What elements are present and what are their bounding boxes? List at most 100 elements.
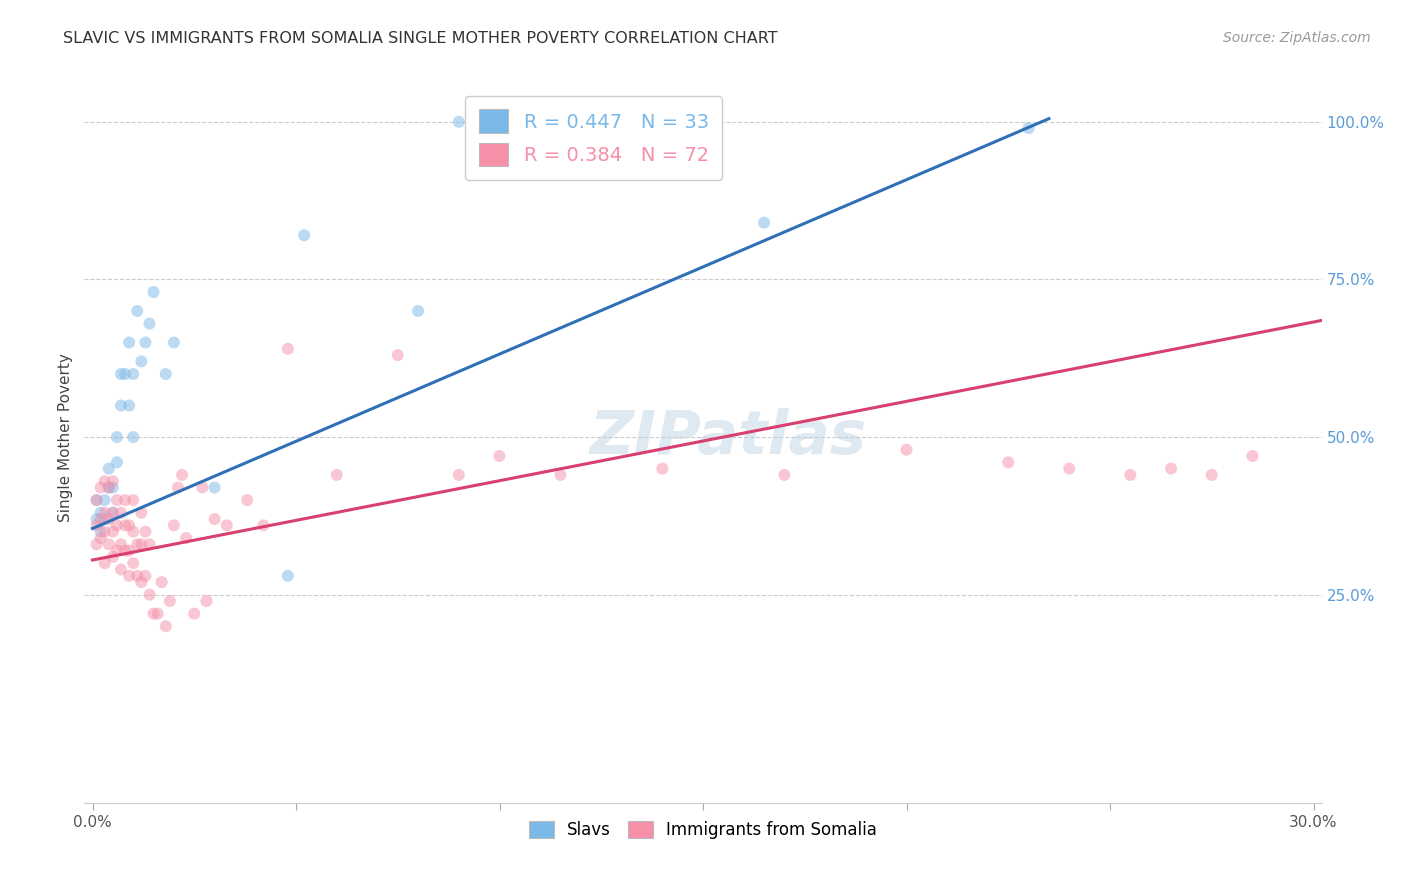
Point [97, 537, 120, 551]
Point [101, 549, 124, 564]
Point [447, 467, 470, 482]
Point [114, 543, 136, 558]
Point [183, 607, 205, 621]
Point [122, 556, 145, 570]
Point [90, 524, 112, 539]
Point [122, 493, 145, 508]
Point [142, 607, 165, 621]
Point [1018, 121, 1040, 136]
Point [101, 506, 124, 520]
Point [170, 467, 193, 482]
Point [110, 562, 132, 576]
Point [114, 518, 136, 533]
Point [138, 537, 160, 551]
Point [131, 575, 153, 590]
Point [773, 467, 796, 482]
Point [127, 304, 149, 318]
Point [195, 594, 218, 608]
Point [93, 524, 115, 539]
Point [896, 442, 918, 457]
Point [86, 518, 108, 533]
Point [174, 531, 197, 545]
Point [97, 481, 120, 495]
Point [110, 399, 132, 413]
Text: Source: ZipAtlas.com: Source: ZipAtlas.com [1223, 31, 1371, 45]
Text: SLAVIC VS IMMIGRANTS FROM SOMALIA SINGLE MOTHER POVERTY CORRELATION CHART: SLAVIC VS IMMIGRANTS FROM SOMALIA SINGLE… [63, 31, 778, 46]
Point [114, 493, 136, 508]
Point [204, 512, 226, 526]
Point [101, 506, 124, 520]
Point [93, 556, 115, 570]
Point [90, 531, 112, 545]
Point [1160, 461, 1182, 475]
Point [110, 367, 132, 381]
Point [146, 607, 169, 621]
Point [110, 506, 132, 520]
Point [97, 461, 120, 475]
Point [488, 449, 510, 463]
Point [118, 335, 141, 350]
Point [110, 537, 132, 551]
Point [167, 481, 190, 495]
Point [142, 285, 165, 299]
Point [651, 461, 673, 475]
Point [131, 506, 153, 520]
Point [86, 493, 108, 508]
Point [163, 518, 186, 533]
Point [406, 304, 429, 318]
Point [1059, 461, 1081, 475]
Point [105, 430, 128, 444]
Point [134, 335, 156, 350]
Point [550, 467, 572, 482]
Point [1119, 467, 1142, 482]
Point [101, 481, 124, 495]
Point [1201, 467, 1223, 482]
Point [292, 228, 315, 243]
Point [277, 569, 299, 583]
Point [163, 335, 186, 350]
Point [159, 594, 181, 608]
Point [118, 399, 141, 413]
Point [105, 493, 128, 508]
Y-axis label: Single Mother Poverty: Single Mother Poverty [58, 352, 73, 522]
Point [325, 467, 347, 482]
Point [118, 518, 141, 533]
Point [1241, 449, 1264, 463]
Point [215, 518, 238, 533]
Point [90, 512, 112, 526]
Point [204, 481, 226, 495]
Point [101, 474, 124, 488]
Point [97, 512, 120, 526]
Point [134, 524, 156, 539]
Point [127, 569, 149, 583]
Point [150, 575, 173, 590]
Point [131, 537, 153, 551]
Point [997, 455, 1019, 469]
Point [236, 493, 259, 508]
Point [86, 493, 108, 508]
Point [127, 537, 149, 551]
Point [752, 216, 775, 230]
Point [97, 481, 120, 495]
Point [118, 569, 141, 583]
Point [131, 354, 153, 368]
Point [447, 115, 470, 129]
Point [191, 481, 214, 495]
Point [134, 569, 156, 583]
Legend: Slavs, Immigrants from Somalia: Slavs, Immigrants from Somalia [522, 814, 884, 846]
Point [122, 524, 145, 539]
Point [387, 348, 409, 362]
Point [252, 518, 274, 533]
Point [277, 342, 299, 356]
Point [101, 524, 124, 539]
Point [93, 493, 115, 508]
Point [155, 367, 177, 381]
Point [122, 367, 145, 381]
Point [90, 506, 112, 520]
Point [93, 506, 115, 520]
Point [155, 619, 177, 633]
Point [122, 430, 145, 444]
Point [105, 543, 128, 558]
Point [90, 481, 112, 495]
Point [138, 317, 160, 331]
